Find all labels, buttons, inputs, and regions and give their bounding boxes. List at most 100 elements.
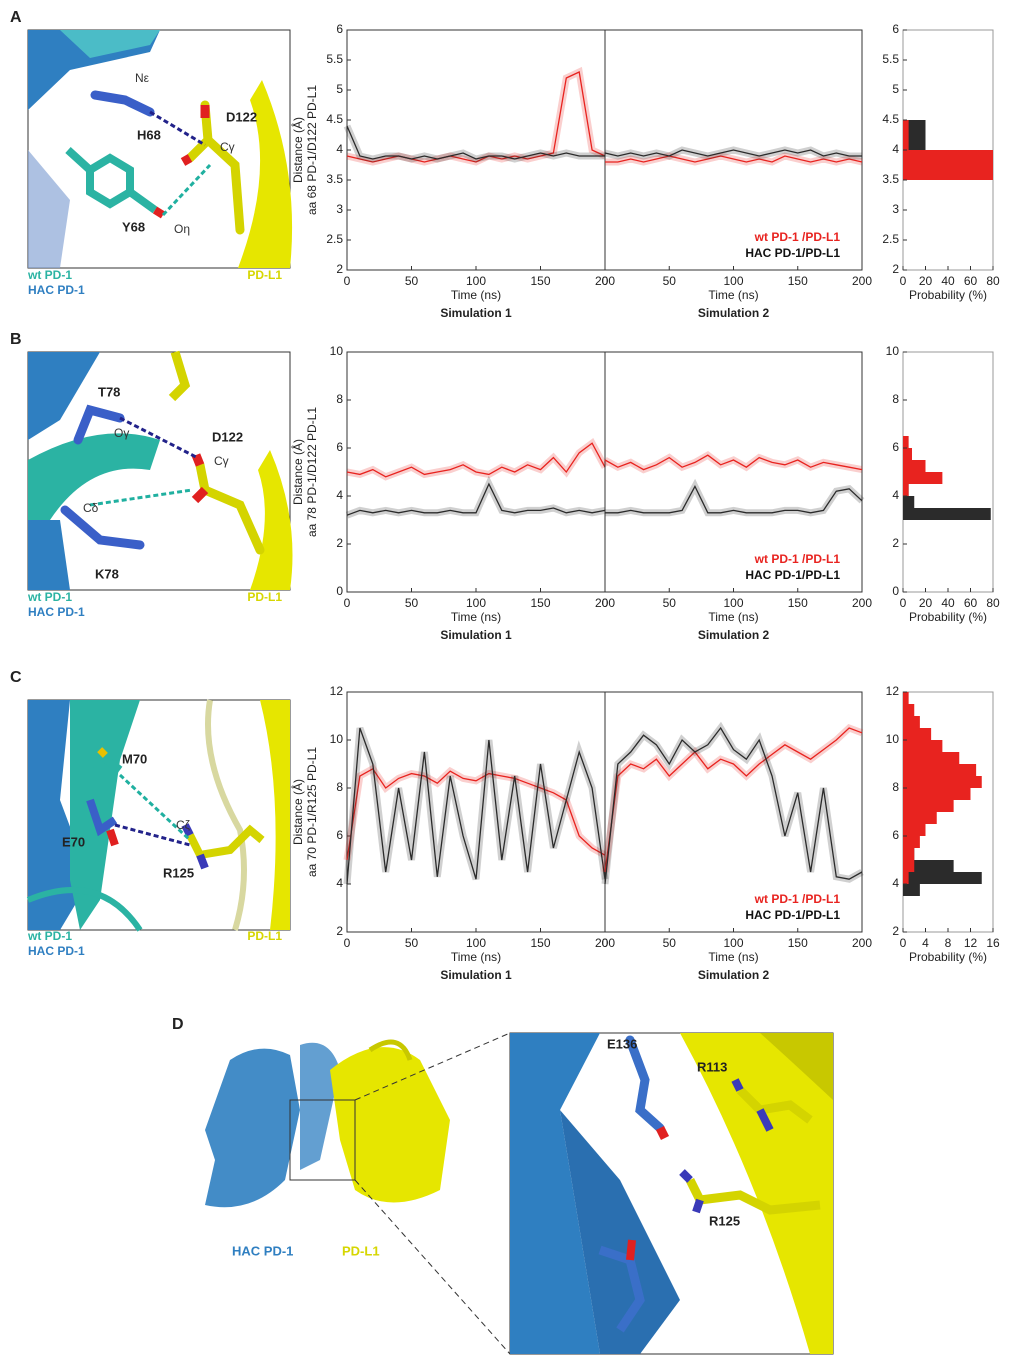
atom-label: D122 xyxy=(226,109,257,124)
x-tick-label: 100 xyxy=(466,274,486,288)
subtitle: Simulation 1 xyxy=(440,968,512,982)
structure-c: M70 Cζ E70 R125 xyxy=(28,700,290,930)
atom-label: H68 xyxy=(137,127,161,142)
series-band xyxy=(347,126,605,159)
series-line xyxy=(347,443,605,477)
zoom-label: E136 xyxy=(607,1036,637,1051)
legend-label: PD-L1 xyxy=(247,929,282,943)
legend-label: HAC PD-1 xyxy=(28,283,85,297)
x-tick-label: 0 xyxy=(900,596,907,610)
y-tick-label: 4 xyxy=(336,876,343,890)
x-tick-label: 0 xyxy=(344,274,351,288)
hist-bar xyxy=(903,472,942,484)
atom-label: Y68 xyxy=(122,219,145,234)
series-band xyxy=(605,486,862,512)
x-tick-label: 200 xyxy=(852,936,872,950)
y-tick-label: 2 xyxy=(892,262,899,276)
hist-bar xyxy=(903,728,931,740)
x-tick-label: 200 xyxy=(852,274,872,288)
panel-label: A xyxy=(10,9,22,26)
x-tick-label: 50 xyxy=(663,596,677,610)
atom-label: Cγ xyxy=(220,140,235,154)
hist-bar xyxy=(903,872,909,884)
hist-bar xyxy=(903,448,912,460)
y-tick-label: 4 xyxy=(336,488,343,502)
y-tick-label: 3 xyxy=(892,202,899,216)
y-tick-label: 6 xyxy=(892,22,899,36)
zoom-label: R125 xyxy=(709,1213,740,1228)
y-tick-label: 4 xyxy=(892,488,899,502)
x-tick-label: 0 xyxy=(344,936,351,950)
x-tick-label: 0 xyxy=(602,936,609,950)
hist-bar xyxy=(903,812,937,824)
x-tick-label: 100 xyxy=(723,596,743,610)
x-tick-label: 0 xyxy=(602,274,609,288)
x-tick-label: 0 xyxy=(602,596,609,610)
figure: A B C D Nε H68 D122 Cγ Y68 Oη wt PD-1 HA… xyxy=(0,0,1009,1355)
y-axis-label: Distance (Å) xyxy=(290,779,305,845)
y-tick-label: 0 xyxy=(336,584,343,598)
hist-bar xyxy=(903,788,971,800)
x-tick-label: 12 xyxy=(964,936,978,950)
overview-label: HAC PD-1 xyxy=(232,1243,293,1258)
atom-label: R125 xyxy=(163,865,194,880)
x-tick-label: 60 xyxy=(964,274,978,288)
y-tick-label: 12 xyxy=(886,684,900,698)
x-axis-label: Time (ns) xyxy=(451,950,501,964)
hist-bar xyxy=(903,884,920,896)
y-axis-label: aa 78 PD-1/D122 PD-L1 xyxy=(305,407,319,537)
hist-bar xyxy=(903,752,959,764)
x-tick-label: 100 xyxy=(466,596,486,610)
y-tick-label: 8 xyxy=(336,392,343,406)
y-tick-label: 2 xyxy=(336,262,343,276)
y-tick-label: 6 xyxy=(336,22,343,36)
x-tick-label: 0 xyxy=(344,596,351,610)
legend-label: wt PD-1 xyxy=(27,929,72,943)
overview-label: PD-L1 xyxy=(342,1243,380,1258)
y-tick-label: 0 xyxy=(892,584,899,598)
atom-label: K78 xyxy=(95,566,119,581)
atom-label: T78 xyxy=(98,384,120,399)
hist-bar xyxy=(903,824,926,836)
subtitle: Simulation 1 xyxy=(440,628,512,642)
atom-label: D122 xyxy=(212,429,243,444)
hist-bar xyxy=(903,150,993,180)
subtitle: Simulation 1 xyxy=(440,306,512,320)
x-tick-label: 40 xyxy=(941,274,955,288)
y-tick-label: 10 xyxy=(886,344,900,358)
structure-d-zoom xyxy=(510,1033,833,1354)
x-tick-label: 80 xyxy=(986,596,1000,610)
x-tick-label: 16 xyxy=(986,936,1000,950)
series-band xyxy=(347,728,605,884)
hist-bar xyxy=(903,508,991,520)
y-tick-label: 2 xyxy=(892,924,899,938)
legend-label: PD-L1 xyxy=(247,268,282,282)
x-tick-label: 150 xyxy=(788,596,808,610)
x-axis-label: Time (ns) xyxy=(708,950,758,964)
series-band xyxy=(347,72,605,162)
legend-label: wt PD-1 xyxy=(27,590,72,604)
structure-a: Nε H68 D122 Cγ Y68 Oη xyxy=(28,30,292,268)
x-tick-label: 100 xyxy=(466,936,486,950)
x-tick-label: 50 xyxy=(663,274,677,288)
y-axis-label: Distance (Å) xyxy=(290,117,305,183)
y-axis-label: aa 70 PD-1/R125 PD-L1 xyxy=(305,747,319,877)
hist-bar xyxy=(903,484,909,496)
y-tick-label: 10 xyxy=(330,732,344,746)
hist-bar xyxy=(903,436,909,448)
hist-bar xyxy=(903,848,914,860)
y-tick-label: 2.5 xyxy=(326,232,343,246)
y-tick-label: 4.5 xyxy=(882,112,899,126)
x-tick-label: 50 xyxy=(405,936,419,950)
hist-bar xyxy=(903,716,920,728)
atom-label: M70 xyxy=(122,751,147,766)
hist-bar xyxy=(903,740,942,752)
hist-bar xyxy=(903,800,954,812)
x-tick-label: 20 xyxy=(919,596,933,610)
x-tick-label: 50 xyxy=(405,596,419,610)
x-tick-label: 150 xyxy=(788,936,808,950)
x-axis-label: Time (ns) xyxy=(451,288,501,302)
y-tick-label: 6 xyxy=(336,828,343,842)
hist-bar xyxy=(903,496,914,508)
x-tick-label: 20 xyxy=(919,274,933,288)
